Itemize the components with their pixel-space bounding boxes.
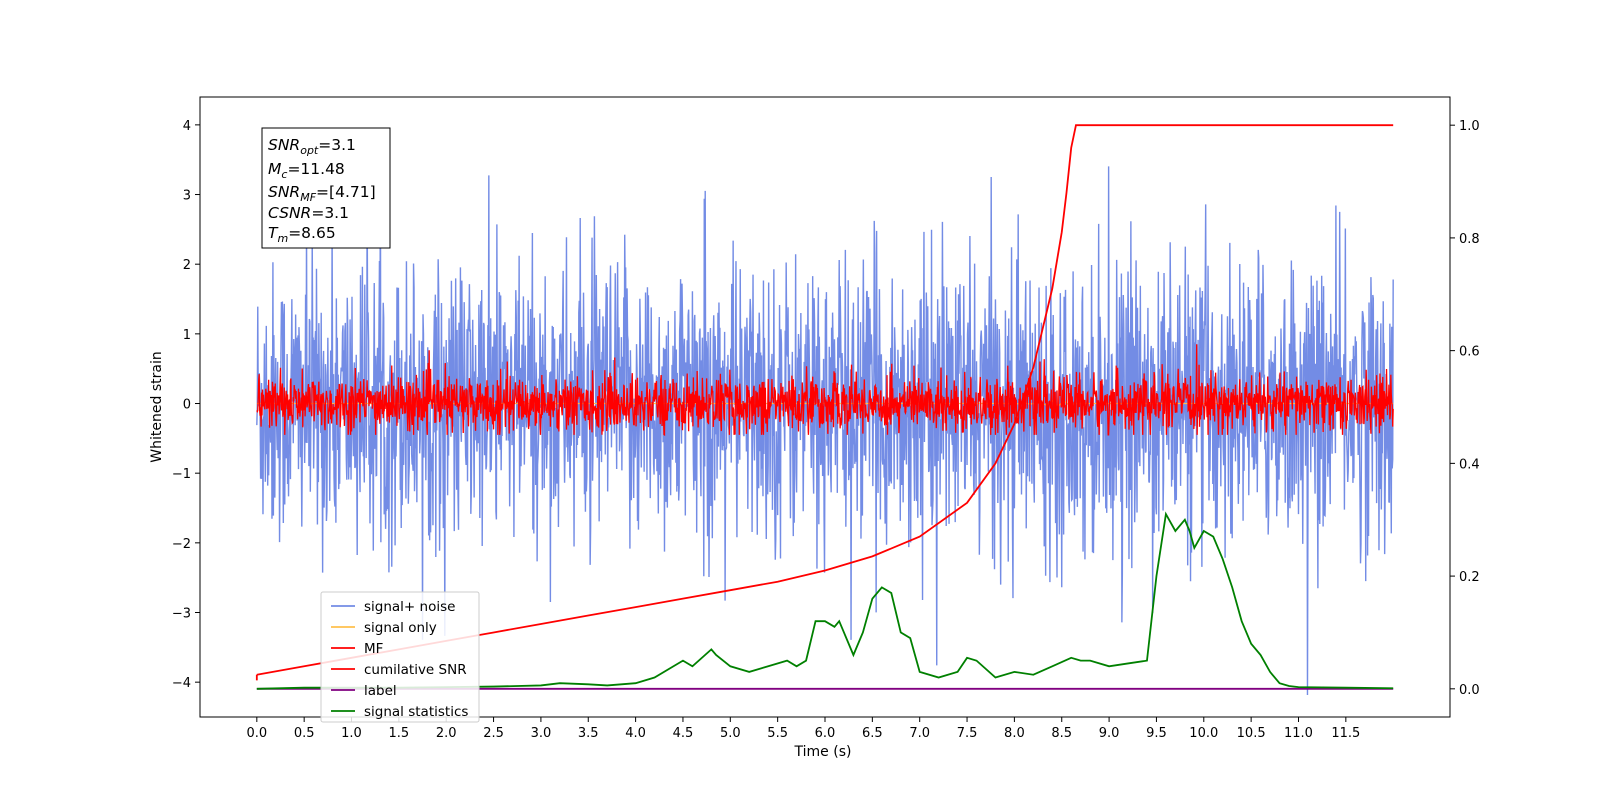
x-axis-ticks: 0.0 0.5 1.0 1.5 2.0 2.5 3.0 3.5 4.0 4.5 5.0 5.5 6.0 6… (246, 717, 1360, 741)
legend-label: signal only (364, 620, 437, 636)
x-tick-label: 6.5 (862, 726, 883, 741)
x-tick-label: 11.0 (1284, 726, 1313, 741)
y2-tick-label: 0.8 (1459, 232, 1480, 247)
y-tick-label: 2 (183, 258, 191, 273)
x-tick-label: 4.0 (625, 726, 646, 741)
x-tick-label: 3.0 (531, 726, 552, 741)
legend: signal+ noise signal only MF cumilative SNR… (320, 591, 480, 723)
legend-label: signal+ noise (364, 599, 455, 615)
x-tick-label: 9.0 (1099, 726, 1120, 741)
x-tick-label: 6.0 (815, 726, 836, 741)
stats-tm: Tm=8.65 (268, 224, 336, 245)
x-tick-label: 1.0 (341, 726, 362, 741)
y2-axis-ticks: 1.0 0.8 0.6 0.4 0.2 0.0 (1450, 119, 1480, 698)
x-tick-label: 11.5 (1331, 726, 1360, 741)
legend-label: cumilative SNR (364, 662, 467, 678)
x-tick-label: 5.0 (720, 726, 741, 741)
y-tick-label: −4 (172, 676, 191, 691)
series-signal-statistics-line (256, 511, 1394, 690)
stats-snr-mf: SNRMF=[4.71] (268, 183, 376, 204)
x-tick-label: 9.5 (1146, 726, 1167, 741)
legend-label: signal statistics (364, 704, 468, 720)
x-tick-label: 2.5 (483, 726, 504, 741)
x-tick-label: 8.5 (1051, 726, 1072, 741)
stats-box: SNRopt=3.1 Mc=11.48 SNRMF=[4.71] CSNR=3.… (261, 127, 391, 249)
legend-label: label (364, 683, 397, 699)
y-tick-label: 3 (183, 189, 191, 204)
stats-mc: Mc=11.48 (268, 160, 345, 181)
x-tick-label: 8.0 (1004, 726, 1025, 741)
y-axis-label: Whitened strain (149, 351, 165, 462)
y-tick-label: 0 (183, 398, 191, 413)
y-tick-label: 4 (183, 119, 191, 134)
x-tick-label: 5.5 (767, 726, 788, 741)
x-tick-label: 7.5 (957, 726, 978, 741)
y2-tick-label: 0.2 (1459, 570, 1480, 585)
stats-csnr: CSNR=3.1 (268, 204, 349, 222)
x-tick-label: 0.5 (294, 726, 315, 741)
y-axis-ticks: 4 3 2 1 0 −1 −2 −3 −4 (172, 119, 200, 691)
y-tick-label: −3 (172, 607, 191, 622)
y-tick-label: 1 (183, 328, 191, 343)
y2-tick-label: 0.0 (1459, 683, 1480, 698)
x-tick-label: 0.0 (246, 726, 267, 741)
y-tick-label: −1 (172, 467, 191, 482)
y2-tick-label: 1.0 (1459, 119, 1480, 134)
x-tick-label: 1.5 (389, 726, 410, 741)
series-signal-noise-line (256, 138, 1394, 696)
y2-tick-label: 0.4 (1459, 457, 1480, 472)
y-tick-label: −2 (172, 537, 191, 552)
stats-snr-opt: SNRopt=3.1 (268, 136, 356, 157)
y2-tick-label: 0.6 (1459, 345, 1480, 360)
legend-label: MF (364, 641, 383, 657)
x-tick-label: 2.0 (436, 726, 457, 741)
series-mf-line (256, 344, 1394, 436)
stats-box-frame (261, 127, 391, 249)
x-tick-label: 10.5 (1237, 726, 1266, 741)
x-tick-label: 10.0 (1189, 726, 1218, 741)
legend-items: signal+ noise signal only MF cumilative SNR… (331, 599, 468, 720)
legend-frame (320, 591, 480, 723)
x-tick-label: 7.0 (909, 726, 930, 741)
x-tick-label: 4.5 (673, 726, 694, 741)
x-tick-label: 3.5 (578, 726, 599, 741)
x-axis-label: Time (s) (794, 744, 852, 760)
